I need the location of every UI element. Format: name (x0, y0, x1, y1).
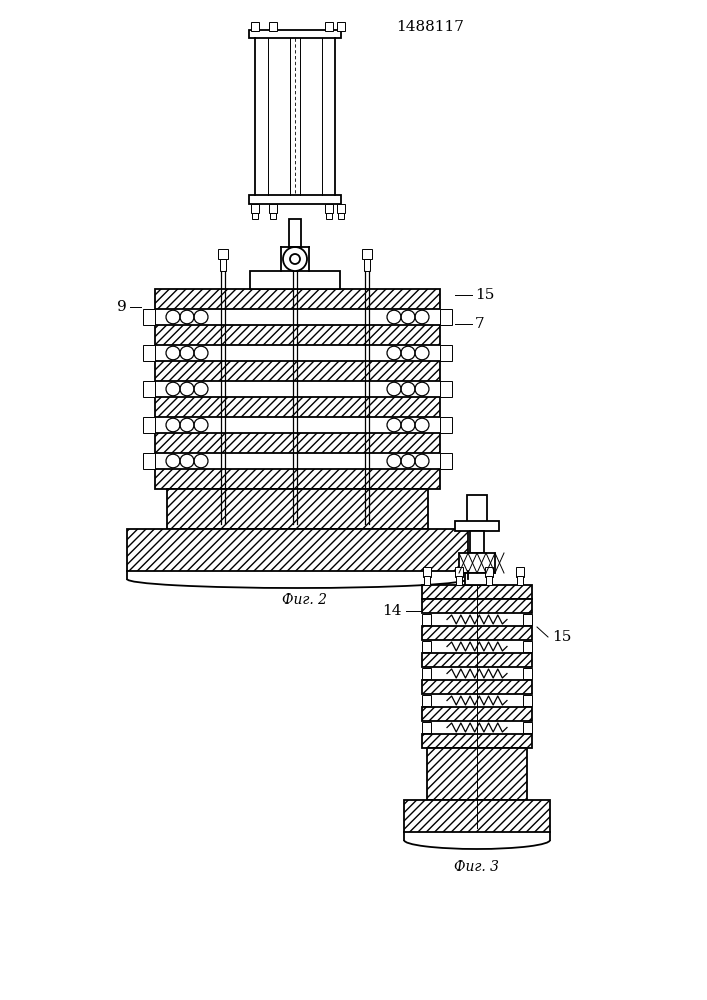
Text: 7: 7 (475, 317, 484, 331)
Bar (523, 668, 532, 679)
Text: 9: 9 (117, 300, 127, 314)
Bar (155, 469, 440, 489)
Bar (155, 361, 440, 381)
Bar (422, 722, 431, 733)
Bar (362, 249, 372, 259)
Bar (127, 529, 468, 571)
Bar (523, 614, 532, 625)
Bar (251, 22, 259, 31)
Bar (143, 417, 155, 433)
Bar (269, 204, 277, 213)
Text: 15: 15 (552, 630, 571, 644)
Bar (251, 204, 259, 213)
Text: 15: 15 (475, 288, 494, 302)
Bar (289, 219, 301, 247)
Bar (455, 567, 463, 577)
Bar (427, 748, 527, 800)
Bar (523, 641, 532, 652)
Circle shape (290, 254, 300, 264)
Bar (422, 599, 532, 613)
Bar (440, 453, 452, 469)
Bar (424, 576, 430, 585)
Bar (404, 800, 550, 832)
Bar (218, 249, 228, 259)
Text: 14: 14 (382, 604, 402, 618)
Bar (155, 325, 440, 345)
Bar (422, 734, 532, 748)
Text: 1488117: 1488117 (396, 20, 464, 34)
Bar (325, 204, 333, 213)
Bar (249, 30, 341, 38)
Bar (467, 495, 487, 523)
Bar (252, 213, 258, 219)
Bar (517, 576, 523, 585)
Bar (155, 289, 440, 309)
Bar (337, 22, 345, 31)
Bar (143, 345, 155, 361)
Text: Фиг. 3: Фиг. 3 (455, 860, 500, 874)
Bar (516, 567, 524, 577)
Circle shape (283, 247, 307, 271)
Bar (455, 521, 499, 531)
Bar (325, 22, 333, 31)
Bar (485, 567, 493, 577)
Bar (292, 259, 298, 271)
Bar (422, 626, 532, 640)
Bar (422, 668, 431, 679)
Bar (155, 397, 440, 417)
Bar (167, 489, 428, 529)
Bar (364, 259, 370, 271)
Bar (459, 553, 495, 573)
Bar (422, 641, 431, 652)
Bar (440, 381, 452, 397)
Bar (423, 567, 431, 577)
Bar (269, 22, 277, 31)
Bar (290, 249, 300, 259)
Bar (326, 213, 332, 219)
Bar (440, 345, 452, 361)
Bar (250, 271, 340, 289)
Bar (422, 680, 532, 694)
Bar (143, 453, 155, 469)
Bar (440, 417, 452, 433)
Bar (143, 381, 155, 397)
Bar (470, 531, 484, 553)
Bar (270, 213, 276, 219)
Bar (523, 695, 532, 706)
Bar (422, 653, 532, 667)
Bar (155, 433, 440, 453)
Bar (422, 614, 431, 625)
Bar (486, 576, 492, 585)
Bar (422, 707, 532, 721)
Text: Фиг. 2: Фиг. 2 (283, 593, 327, 607)
Bar (465, 573, 489, 585)
Bar (440, 309, 452, 325)
Bar (249, 195, 341, 204)
Bar (337, 204, 345, 213)
Bar (422, 585, 532, 599)
Bar (220, 259, 226, 271)
Bar (456, 576, 462, 585)
Bar (422, 695, 431, 706)
Bar (143, 309, 155, 325)
Bar (338, 213, 344, 219)
Bar (523, 722, 532, 733)
